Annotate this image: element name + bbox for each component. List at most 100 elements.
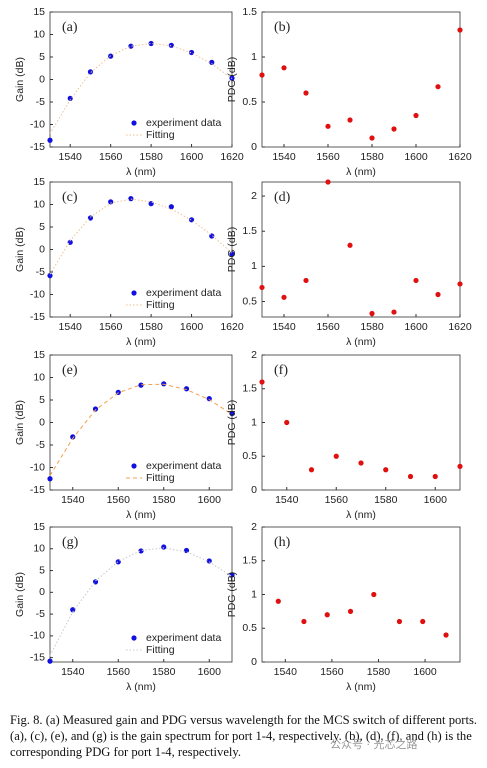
- data-point: [108, 199, 114, 205]
- x-tick-label: 1580: [139, 321, 163, 333]
- x-tick-label: 1600: [198, 494, 222, 506]
- legend-marker: [131, 290, 137, 296]
- data-point: [183, 386, 190, 392]
- x-tick-label: 1560: [107, 666, 131, 678]
- data-point: [347, 117, 353, 123]
- y-tick-label: 0.5: [242, 450, 257, 462]
- legend-label: experiment data: [146, 460, 221, 472]
- data-point: [161, 544, 167, 550]
- legend-label: Fitting: [146, 299, 175, 311]
- x-tick-label: 1560: [316, 321, 340, 333]
- x-tick-label: 1620: [448, 151, 472, 163]
- x-axis-label: λ (nm): [126, 681, 156, 693]
- data-point: [128, 196, 134, 202]
- x-tick-label: 1600: [404, 151, 428, 163]
- y-tick-label: 10: [33, 543, 45, 555]
- data-point: [284, 419, 290, 426]
- data-point: [308, 467, 315, 473]
- y-tick-label: -15: [30, 311, 45, 323]
- x-tick-label: 1540: [272, 321, 296, 333]
- panel-label: (c): [62, 190, 78, 205]
- y-tick-label: 1: [251, 588, 257, 600]
- panel-label: (d): [274, 190, 291, 205]
- y-tick-label: 10: [33, 198, 45, 210]
- x-tick-label: 1540: [61, 494, 85, 506]
- y-axis-label: PDG (dB): [226, 572, 238, 618]
- x-tick-label: 1580: [374, 494, 398, 506]
- x-tick-label: 1540: [274, 666, 298, 678]
- data-point: [443, 632, 449, 638]
- x-tick-label: 1560: [316, 151, 340, 163]
- data-point: [229, 410, 235, 417]
- x-tick-label: 1580: [152, 494, 176, 506]
- y-tick-label: 15: [33, 521, 45, 533]
- data-point: [183, 547, 190, 554]
- legend-label: Fitting: [146, 129, 175, 141]
- y-tick-label: 1.5: [242, 225, 257, 237]
- legend-label: Fitting: [146, 472, 175, 484]
- legend-marker: [131, 635, 137, 641]
- y-tick-label: 5: [39, 394, 45, 406]
- data-point: [168, 204, 174, 210]
- x-tick-label: 1560: [99, 321, 123, 333]
- x-axis-label: λ (nm): [126, 336, 156, 348]
- y-tick-label: 0: [39, 586, 45, 598]
- y-tick-label: 15: [33, 6, 45, 18]
- panel-label: (g): [62, 535, 79, 550]
- data-point: [138, 548, 144, 554]
- data-point: [371, 591, 377, 598]
- x-tick-label: 1620: [448, 321, 472, 333]
- y-tick-label: -5: [36, 266, 45, 278]
- y-tick-label: 0.5: [242, 96, 257, 108]
- y-tick-label: 2: [251, 349, 257, 361]
- data-point: [383, 467, 389, 473]
- x-tick-label: 1600: [180, 151, 204, 163]
- y-tick-label: -15: [30, 141, 45, 153]
- data-point: [148, 40, 154, 47]
- data-point: [324, 612, 330, 618]
- x-tick-label: 1600: [198, 666, 222, 678]
- legend-label: experiment data: [146, 632, 221, 644]
- y-axis-label: Gain (dB): [14, 400, 26, 445]
- data-point: [369, 135, 375, 141]
- x-tick-label: 1540: [275, 494, 299, 506]
- data-point: [396, 618, 403, 625]
- y-tick-label: 1: [251, 51, 257, 63]
- panel-label: (f): [274, 363, 288, 378]
- data-point: [301, 618, 307, 625]
- y-tick-label: 0: [39, 243, 45, 255]
- data-point: [87, 69, 94, 75]
- y-axis-label: PDG (dB): [226, 400, 238, 446]
- x-axis-label: λ (nm): [346, 336, 376, 348]
- plot-frame: [261, 11, 461, 148]
- y-tick-label: 1: [251, 260, 257, 272]
- x-tick-label: 1620: [220, 321, 244, 333]
- x-tick-label: 1560: [325, 494, 349, 506]
- fit-line: [49, 42, 233, 134]
- x-tick-label: 1600: [180, 321, 204, 333]
- y-axis-label: Gain (dB): [14, 57, 26, 102]
- y-tick-label: 1.5: [242, 383, 257, 395]
- data-point: [303, 277, 309, 284]
- data-point: [333, 453, 339, 459]
- y-tick-label: 10: [33, 28, 45, 40]
- y-tick-label: 15: [33, 349, 45, 361]
- x-tick-label: 1600: [424, 494, 448, 506]
- panel-label: (a): [62, 20, 78, 35]
- data-point: [369, 310, 375, 317]
- y-axis-label: Gain (dB): [14, 572, 26, 617]
- x-tick-label: 1560: [107, 494, 131, 506]
- data-point: [229, 251, 235, 257]
- data-point: [347, 242, 353, 248]
- data-point: [259, 72, 265, 78]
- panel-label: (e): [62, 363, 78, 378]
- x-tick-label: 1540: [59, 151, 83, 163]
- x-tick-label: 1580: [367, 666, 391, 678]
- y-tick-label: 1.5: [242, 555, 257, 567]
- y-tick-label: 0: [251, 141, 257, 153]
- legend-label: experiment data: [146, 287, 221, 299]
- x-axis-label: λ (nm): [126, 166, 156, 178]
- data-point: [70, 434, 76, 440]
- data-point: [325, 123, 331, 129]
- data-point: [420, 618, 426, 625]
